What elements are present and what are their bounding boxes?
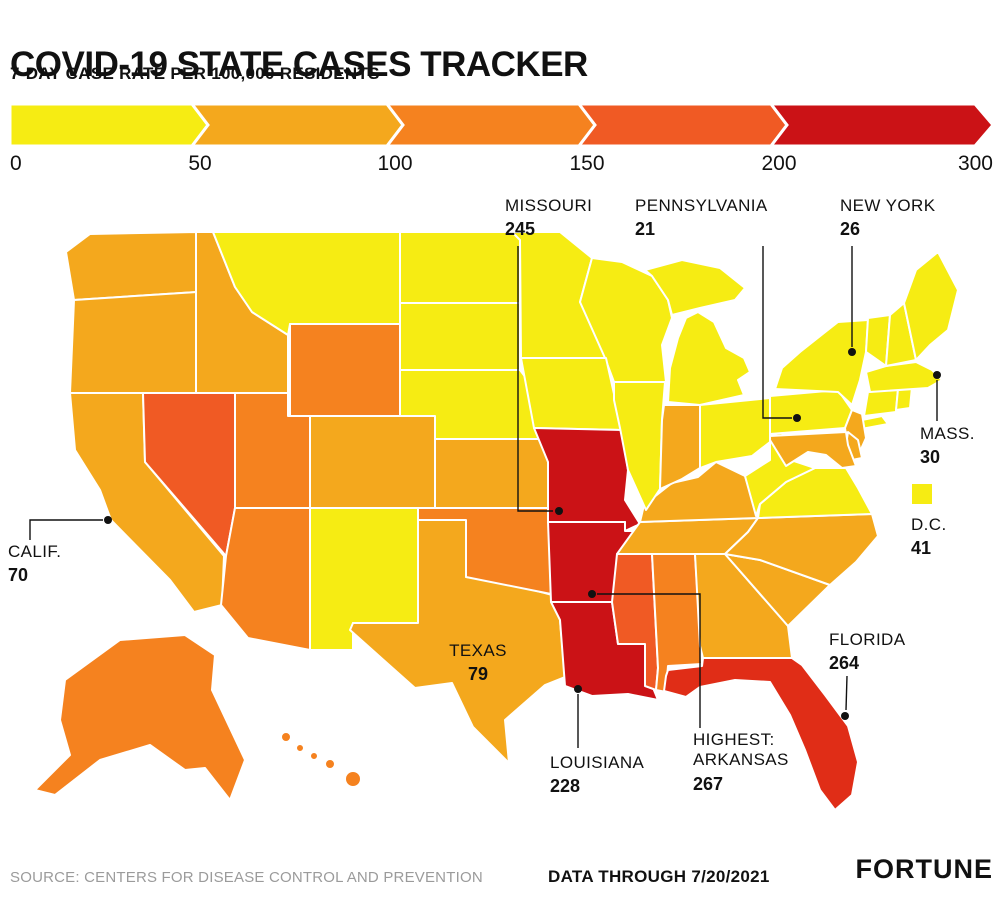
callout-dot-florida <box>841 712 849 720</box>
legend-segment-150-200 <box>575 102 789 148</box>
callout-calif-value: 70 <box>8 565 29 586</box>
legend-tick-200: 200 <box>761 152 797 175</box>
page-title: COVID-19 STATE CASES TRACKER <box>10 45 588 85</box>
callout-dot-arkansas <box>588 590 596 598</box>
state-maryland <box>769 431 857 469</box>
callout-texas: TEXAS 79 <box>440 641 516 686</box>
legend-tick-50: 50 <box>188 152 212 175</box>
callout-dot-calif <box>104 516 112 524</box>
callout-arkansas-value: 267 <box>693 773 724 794</box>
callout-line-arkansas <box>597 593 701 728</box>
callout-missouri-name: MISSOURI <box>505 196 593 215</box>
legend-segment-200-300 <box>767 102 995 148</box>
state-north-carolina <box>724 513 879 586</box>
callout-line-pennsylvania <box>762 246 792 419</box>
state-michigan <box>667 311 751 406</box>
callout-new-york-name: NEW YORK <box>840 196 936 215</box>
callout-missouri: MISSOURI 245 <box>505 196 592 241</box>
state-iowa <box>520 357 623 431</box>
callout-dc-value: 41 <box>911 538 932 559</box>
callout-dot-missouri <box>555 507 563 515</box>
state-arizona <box>220 507 311 651</box>
state-wisconsin <box>579 257 673 383</box>
data-through-note: DATA THROUGH 7/20/2021 <box>548 867 770 886</box>
legend-tick-100: 100 <box>377 152 413 175</box>
state-hawaii <box>295 743 305 753</box>
state-michigan-upper <box>644 259 746 316</box>
state-hawaii <box>280 731 292 743</box>
state-massachusetts <box>865 361 943 393</box>
state-oregon <box>69 291 198 394</box>
state-north-dakota <box>399 231 521 304</box>
dc-swatch <box>910 482 934 506</box>
callout-texas-name: TEXAS <box>449 641 507 660</box>
callout-missouri-value: 245 <box>505 219 536 240</box>
callout-dc-name: D.C. <box>911 515 947 534</box>
state-pennsylvania <box>769 389 853 435</box>
state-maine <box>903 251 959 361</box>
callout-dot-pennsylvania <box>793 414 801 422</box>
state-south-dakota <box>399 302 521 371</box>
callout-dots <box>104 348 941 720</box>
legend-segment-0-50 <box>8 102 210 148</box>
callout-dot-louisiana <box>574 685 582 693</box>
legend-bar <box>8 102 995 148</box>
callout-mass-name: MASS. <box>920 424 975 443</box>
callout-texas-value: 79 <box>467 664 489 685</box>
state-hawaii <box>344 770 362 788</box>
state-hawaii <box>324 758 336 770</box>
state-washington <box>65 231 198 301</box>
legend-segment-100-150 <box>383 102 597 148</box>
callout-line-missouri <box>517 246 553 512</box>
legend-tick-300: 300 <box>957 152 993 175</box>
callout-florida-value: 264 <box>829 653 860 674</box>
callout-arkansas-name: ARKANSAS <box>693 750 789 770</box>
callout-louisiana: LOUISIANA 228 <box>550 753 644 798</box>
callout-pennsylvania-value: 21 <box>635 219 656 240</box>
callout-lines <box>29 246 938 748</box>
state-hawaii <box>309 751 319 761</box>
legend-tick-150: 150 <box>569 152 605 175</box>
state-colorado <box>309 415 436 509</box>
state-west-virginia <box>744 429 816 517</box>
legend-tick-0: 0 <box>10 152 22 175</box>
callout-calif-name: CALIF. <box>8 542 62 561</box>
state-florida <box>663 657 859 811</box>
callout-calif: CALIF. 70 <box>8 542 61 587</box>
state-indiana <box>659 404 701 490</box>
callout-mass: MASS. 30 <box>920 424 975 469</box>
callout-pennsylvania-name: PENNSYLVANIA <box>635 196 768 215</box>
state-hawaii-islands <box>280 731 362 788</box>
us-states <box>34 231 959 811</box>
callout-line-calif <box>29 519 103 540</box>
callout-dot-mass <box>933 371 941 379</box>
callout-dc: D.C. 41 <box>911 515 947 560</box>
page-subtitle: 7-DAY CASE RATE PER 100,000 RESIDENTS <box>10 64 380 83</box>
callout-dot-new-york <box>848 348 856 356</box>
state-illinois <box>613 381 666 511</box>
callout-florida: FLORIDA 264 <box>829 630 905 675</box>
callout-mass-value: 30 <box>920 447 941 468</box>
state-alaska <box>34 634 246 801</box>
source-credit: SOURCE: CENTERS FOR DISEASE CONTROL AND … <box>10 869 483 886</box>
callout-louisiana-name: LOUISIANA <box>550 753 645 772</box>
state-kansas <box>434 438 549 509</box>
callout-louisiana-value: 228 <box>550 776 581 797</box>
legend-segment-50-100 <box>188 102 405 148</box>
callout-new-york-value: 26 <box>840 219 861 240</box>
callout-new-york: NEW YORK 26 <box>840 196 935 241</box>
callout-arkansas: HIGHEST: ARKANSAS 267 <box>693 730 789 795</box>
callout-arkansas-prefix: HIGHEST: <box>693 730 775 749</box>
fortune-logo: FORTUNE <box>855 854 993 884</box>
state-wyoming <box>289 323 401 417</box>
state-connecticut <box>863 388 899 417</box>
callout-florida-name: FLORIDA <box>829 630 906 649</box>
callout-pennsylvania: PENNSYLVANIA 21 <box>635 196 768 241</box>
callout-line-florida <box>845 675 848 711</box>
state-ohio <box>699 397 771 469</box>
state-nebraska <box>399 369 541 440</box>
